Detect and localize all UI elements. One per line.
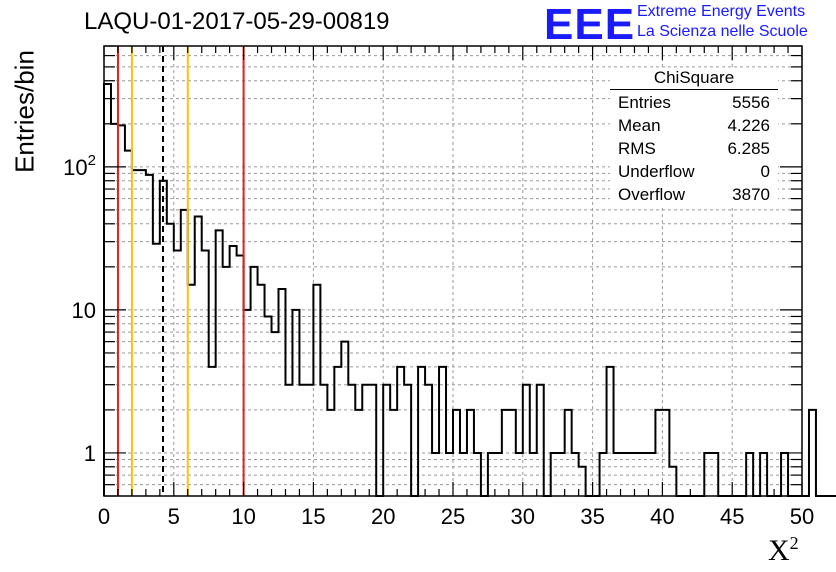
stats-label: Mean (618, 116, 661, 135)
stats-row: RMS 6.285 (610, 139, 778, 162)
x-tick-label: 50 (790, 504, 814, 529)
x-tick-label: 10 (231, 504, 255, 529)
stats-title: ChiSquare (610, 68, 778, 90)
stats-label: Underflow (618, 162, 695, 181)
x-axis-label: X2 (768, 533, 799, 567)
x-tick-label: 5 (168, 504, 180, 529)
chart-title: LAQU-01-2017-05-29-00819 (84, 8, 390, 35)
y-tick-label: 1 (84, 441, 96, 466)
x-tick-label: 0 (98, 504, 110, 529)
stats-row: Underflow 0 (610, 162, 778, 185)
stats-box: ChiSquare Entries 5556 Mean 4.226 RMS 6.… (610, 68, 778, 208)
logo-line-2: La Scienza nelle Scuole (637, 23, 808, 40)
eee-logo: EEE (544, 0, 636, 49)
stats-row: Overflow 3870 (610, 185, 778, 208)
stats-value: 5556 (732, 93, 770, 112)
stats-value: 3870 (732, 185, 770, 204)
x-tick-label: 30 (511, 504, 535, 529)
y-tick-label: 10 (72, 298, 96, 323)
stats-label: RMS (618, 139, 656, 158)
x-tick-label: 45 (720, 504, 744, 529)
y-tick-label: 102 (63, 152, 96, 180)
stats-value: 6.285 (727, 139, 770, 158)
stats-row: Mean 4.226 (610, 116, 778, 139)
stats-label: Overflow (618, 185, 686, 204)
stats-label: Entries (618, 93, 671, 112)
stats-value: 4.226 (727, 116, 770, 135)
logo-line-1: Extreme Energy Events (637, 3, 806, 20)
x-tick-label: 25 (441, 504, 465, 529)
x-tick-label: 40 (650, 504, 674, 529)
x-tick-label: 20 (371, 504, 395, 529)
x-tick-label: 35 (580, 504, 604, 529)
stats-value: 0 (760, 162, 770, 181)
x-tick-label: 15 (301, 504, 325, 529)
stats-row: Entries 5556 (610, 93, 778, 116)
